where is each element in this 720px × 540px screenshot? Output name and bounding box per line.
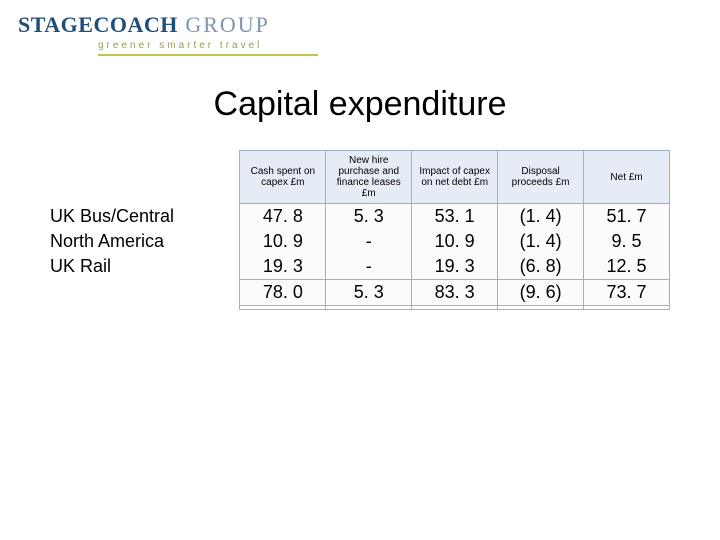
cell: - (326, 254, 412, 280)
col-header: Disposal proceeds £m (498, 151, 584, 204)
cell: (6. 8) (498, 254, 584, 280)
cell: (1. 4) (498, 204, 584, 230)
col-header: Cash spent on capex £m (240, 151, 326, 204)
cell: (9. 6) (498, 280, 584, 306)
table-total-row: 78. 0 5. 3 83. 3 (9. 6) 73. 7 (50, 280, 670, 306)
table-row: UK Rail 19. 3 - 19. 3 (6. 8) 12. 5 (50, 254, 670, 280)
logo-wordmark: STAGECOACH GROUP (18, 12, 318, 38)
table-bottom-rule (50, 306, 670, 310)
row-label: UK Bus/Central (50, 204, 240, 230)
capex-table: Cash spent on capex £m New hire purchase… (50, 150, 670, 310)
cell: 10. 9 (412, 229, 498, 254)
logo-brand-bold: STAGECOACH (18, 12, 178, 37)
cell: 10. 9 (240, 229, 326, 254)
logo-tagline: greener smarter travel (98, 40, 318, 51)
header-blank (50, 151, 240, 204)
table-row: UK Bus/Central 47. 8 5. 3 53. 1 (1. 4) 5… (50, 204, 670, 230)
col-header: Net £m (584, 151, 670, 204)
content-area: Cash spent on capex £m New hire purchase… (50, 150, 670, 310)
table-row: North America 10. 9 - 10. 9 (1. 4) 9. 5 (50, 229, 670, 254)
cell: 19. 3 (412, 254, 498, 280)
cell: 47. 8 (240, 204, 326, 230)
row-label (50, 280, 240, 306)
logo: STAGECOACH GROUP greener smarter travel (18, 12, 318, 56)
cell: 19. 3 (240, 254, 326, 280)
cell: 5. 3 (326, 280, 412, 306)
cell: - (326, 229, 412, 254)
cell: 51. 7 (584, 204, 670, 230)
row-label: North America (50, 229, 240, 254)
col-header: New hire purchase and finance leases £m (326, 151, 412, 204)
cell: 9. 5 (584, 229, 670, 254)
logo-underline (98, 54, 318, 56)
col-header: Impact of capex on net debt £m (412, 151, 498, 204)
row-label: UK Rail (50, 254, 240, 280)
cell: 73. 7 (584, 280, 670, 306)
page-title: Capital expenditure (0, 85, 720, 124)
logo-brand-light: GROUP (178, 12, 270, 37)
cell: (1. 4) (498, 229, 584, 254)
table-header-row: Cash spent on capex £m New hire purchase… (50, 151, 670, 204)
cell: 78. 0 (240, 280, 326, 306)
cell: 83. 3 (412, 280, 498, 306)
cell: 53. 1 (412, 204, 498, 230)
cell: 5. 3 (326, 204, 412, 230)
cell: 12. 5 (584, 254, 670, 280)
